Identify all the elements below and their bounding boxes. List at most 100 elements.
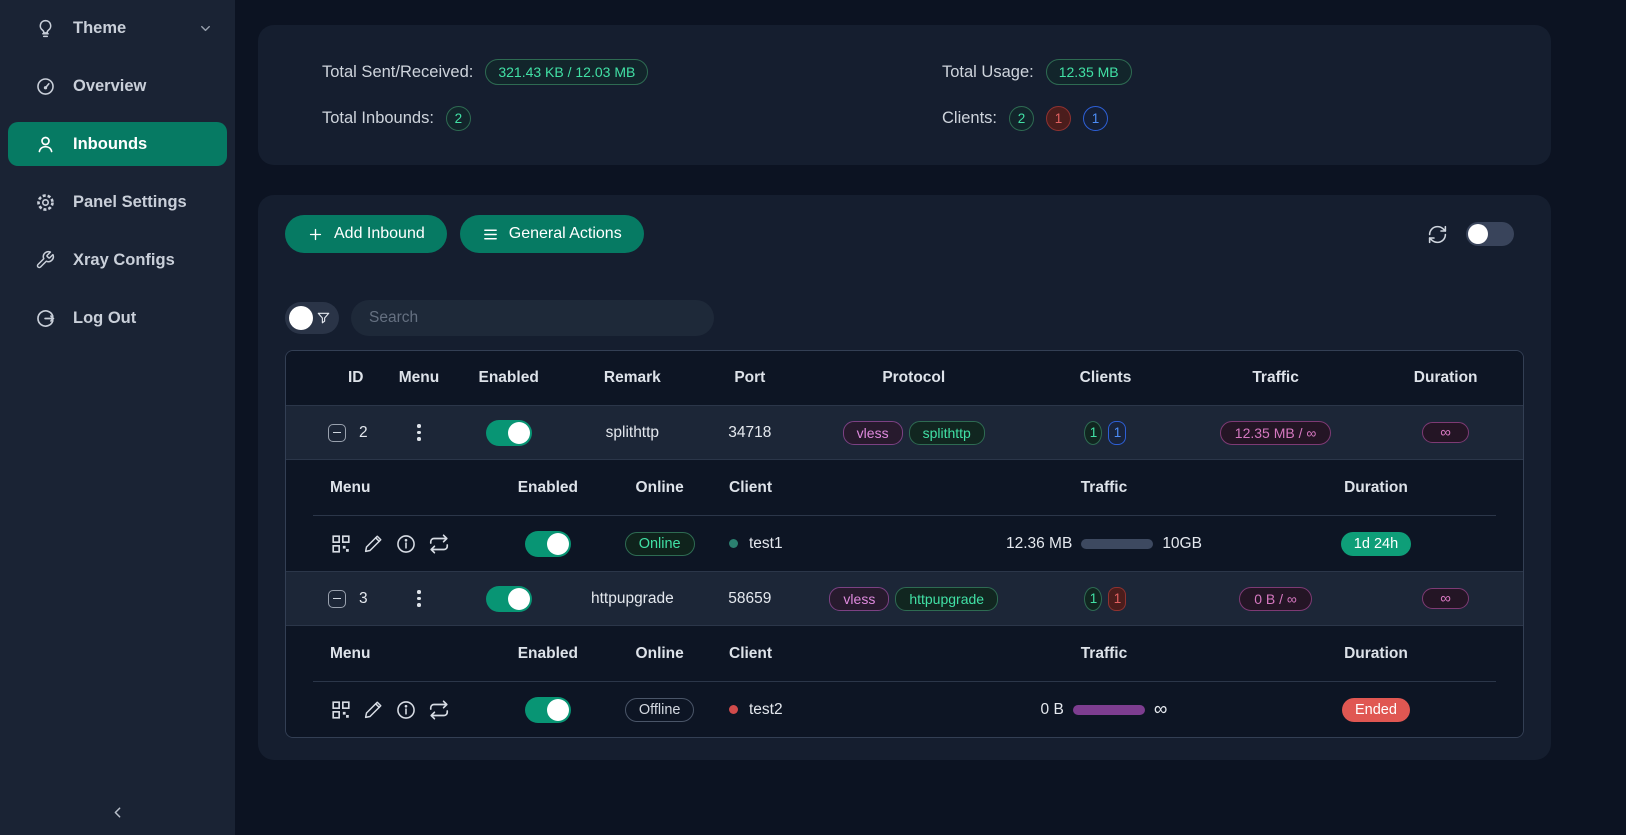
sidebar-item-xray-configs[interactable]: Xray Configs xyxy=(8,238,227,282)
header-menu: Menu xyxy=(398,369,440,386)
enabled-switch[interactable] xyxy=(524,530,571,557)
inbound-protocol-cell: vless httpupgrade xyxy=(799,586,1028,611)
sidebar-item-label: Panel Settings xyxy=(73,192,187,211)
main-content: Total Sent/Received: 321.43 KB / 12.03 M… xyxy=(235,0,1626,835)
sidebar-item-label: Log Out xyxy=(73,308,137,327)
inbound-id-cell: 3 xyxy=(286,589,385,608)
client-enabled-cell xyxy=(481,696,614,723)
sidebar-item-panel-settings[interactable]: Panel Settings xyxy=(8,180,227,224)
inbound-clients-cell: 1 1 xyxy=(1028,586,1183,611)
traffic-used: 0 B xyxy=(1040,700,1064,718)
client-name-cell: test1 xyxy=(705,535,965,553)
stats-right-column: Total Usage: 12.35 MB Clients: 2 1 1 xyxy=(942,49,1132,165)
stat-clients: Clients: 2 1 1 xyxy=(942,95,1132,141)
stat-label: Total Sent/Received: xyxy=(322,62,474,81)
sidebar-item-inbounds[interactable]: Inbounds xyxy=(8,122,227,166)
inbound-enabled-cell xyxy=(453,585,564,612)
client-status-dot xyxy=(729,539,738,548)
client-subtable: Menu Enabled Online Client Traffic Durat… xyxy=(286,459,1523,571)
stats-card: Total Sent/Received: 321.43 KB / 12.03 M… xyxy=(258,25,1551,165)
bulb-icon xyxy=(34,17,56,39)
toggle-knob xyxy=(289,306,313,330)
subheader-menu: Menu xyxy=(330,479,371,496)
clients-online-badge: 1 xyxy=(1108,420,1127,445)
info-icon[interactable] xyxy=(395,699,417,721)
header-port: Port xyxy=(734,369,766,386)
client-status-dot xyxy=(729,705,738,714)
filter-toggle[interactable] xyxy=(285,302,339,334)
table-header-row: ID Menu Enabled Remark Port Protocol Cli… xyxy=(286,351,1523,405)
client-name: test2 xyxy=(749,700,783,718)
sidebar-item-overview[interactable]: Overview xyxy=(8,64,227,108)
general-actions-button[interactable]: General Actions xyxy=(459,215,644,253)
filter-icon xyxy=(316,311,331,326)
collapse-row-button[interactable] xyxy=(328,423,346,442)
switch-knob xyxy=(546,532,569,555)
header-clients: Clients xyxy=(1079,369,1132,386)
subheader-client: Client xyxy=(729,645,773,662)
header-remark: Remark xyxy=(603,369,661,386)
sidebar-item-theme[interactable]: Theme xyxy=(8,6,227,50)
subheader-traffic: Traffic xyxy=(1080,479,1128,496)
search-row xyxy=(285,300,1524,336)
stat-label: Clients: xyxy=(942,108,998,127)
info-icon[interactable] xyxy=(395,533,417,555)
sidebar-collapse-button[interactable] xyxy=(0,804,235,821)
collapse-row-button[interactable] xyxy=(328,589,346,608)
client-row: Offline test2 0 B ∞ Ended xyxy=(300,682,1509,737)
enabled-switch[interactable] xyxy=(524,696,571,723)
stat-total-inbounds: Total Inbounds: 2 xyxy=(322,95,942,141)
header-duration: Duration xyxy=(1413,369,1478,386)
subheader-online: Online xyxy=(635,645,684,662)
client-menu-cell xyxy=(300,533,481,555)
client-name-cell: test2 xyxy=(705,701,965,719)
search-input[interactable] xyxy=(351,300,714,336)
more-vertical-icon[interactable] xyxy=(411,420,427,445)
protocol-badge: vless xyxy=(829,586,890,611)
qrcode-icon[interactable] xyxy=(330,533,352,555)
stat-value-badge: 321.43 KB / 12.03 MB xyxy=(485,58,649,86)
reset-traffic-icon[interactable] xyxy=(428,699,450,721)
inbound-duration-cell: ∞ xyxy=(1368,588,1523,609)
refresh-icon[interactable] xyxy=(1427,224,1448,245)
stat-label: Total Usage: xyxy=(942,62,1034,81)
inbound-traffic-cell: 12.35 MB / ∞ xyxy=(1183,420,1369,445)
protocol-badge: vless xyxy=(842,420,903,445)
stats-left-column: Total Sent/Received: 321.43 KB / 12.03 M… xyxy=(322,49,942,165)
header-traffic: Traffic xyxy=(1252,369,1299,386)
inbounds-table: ID Menu Enabled Remark Port Protocol Cli… xyxy=(285,350,1524,738)
stat-sent-received: Total Sent/Received: 321.43 KB / 12.03 M… xyxy=(322,49,942,95)
client-duration-cell: 1d 24h xyxy=(1243,531,1509,556)
inbound-remark: splithttp xyxy=(605,423,660,441)
add-inbound-button[interactable]: Add Inbound xyxy=(285,215,447,253)
clients-online-badge: 1 xyxy=(1083,105,1109,131)
enabled-switch[interactable] xyxy=(485,419,532,446)
sidebar-item-label: Theme xyxy=(73,18,127,37)
inbound-menu-cell xyxy=(385,586,453,611)
logout-icon xyxy=(34,307,56,329)
reset-traffic-icon[interactable] xyxy=(428,533,450,555)
clients-deactive-badge: 1 xyxy=(1046,105,1072,131)
traffic-progress-bar xyxy=(1072,704,1145,715)
sidebar-item-log-out[interactable]: Log Out xyxy=(8,296,227,340)
dashboard-icon xyxy=(34,75,56,97)
auto-refresh-toggle[interactable] xyxy=(1466,222,1514,246)
client-row: Online test1 12.36 MB 10GB 1d 24h xyxy=(300,516,1509,571)
inbound-id: 2 xyxy=(359,423,368,441)
clients-deactive-badge: 1 xyxy=(1108,586,1127,611)
more-vertical-icon[interactable] xyxy=(411,586,427,611)
toolbar-right xyxy=(1427,222,1524,246)
edit-icon[interactable] xyxy=(363,533,384,554)
traffic-total: 10GB xyxy=(1162,534,1202,552)
inbound-clients-cell: 1 1 xyxy=(1028,420,1183,445)
sidebar-item-label: Xray Configs xyxy=(73,250,175,269)
user-icon xyxy=(34,133,56,155)
subheader-client: Client xyxy=(729,479,773,496)
inbound-protocol-cell: vless splithttp xyxy=(799,420,1028,445)
online-status-badge: Offline xyxy=(624,697,695,722)
enabled-switch[interactable] xyxy=(485,585,532,612)
edit-icon[interactable] xyxy=(363,699,384,720)
qrcode-icon[interactable] xyxy=(330,699,352,721)
client-name: test1 xyxy=(749,534,783,552)
